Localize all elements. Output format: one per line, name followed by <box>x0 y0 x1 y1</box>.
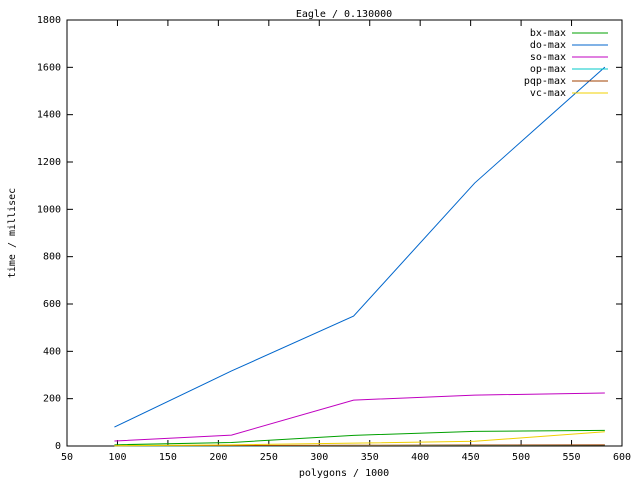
x-tick-label: 500 <box>512 452 530 463</box>
x-tick-label: 250 <box>260 452 278 463</box>
legend-label: so-max <box>530 52 566 63</box>
x-tick-label: 350 <box>361 452 379 463</box>
y-tick-label: 1200 <box>37 157 61 168</box>
y-tick-label: 1000 <box>37 204 61 215</box>
series-line <box>114 431 605 447</box>
legend-label: vc-max <box>530 88 566 99</box>
x-tick-label: 50 <box>61 452 73 463</box>
y-tick-label: 1600 <box>37 62 61 73</box>
series-line <box>114 392 605 442</box>
x-tick-label: 300 <box>310 452 328 463</box>
y-tick-label: 200 <box>43 394 61 405</box>
y-tick-label: 0 <box>55 441 61 452</box>
chart-title: Eagle / 0.130000 <box>296 9 392 20</box>
x-tick-label: 150 <box>159 452 177 463</box>
legend-label: op-max <box>530 64 566 75</box>
y-axis-label: time / millisec <box>7 188 18 278</box>
x-axis-label: polygons / 1000 <box>299 468 389 479</box>
legend-label: do-max <box>530 40 566 51</box>
x-tick-label: 550 <box>563 452 581 463</box>
x-tick-label: 400 <box>411 452 429 463</box>
x-tick-label: 200 <box>209 452 227 463</box>
legend-label: pqp-max <box>524 76 566 87</box>
legend-label: bx-max <box>530 28 566 39</box>
y-tick-label: 800 <box>43 252 61 263</box>
y-tick-label: 400 <box>43 346 61 357</box>
x-tick-label: 600 <box>613 452 631 463</box>
series-line <box>114 429 605 446</box>
y-tick-label: 1400 <box>37 110 61 121</box>
y-tick-label: 1800 <box>37 15 61 26</box>
x-tick-label: 100 <box>108 452 126 463</box>
series-line <box>114 66 606 428</box>
y-tick-label: 600 <box>43 299 61 310</box>
x-tick-label: 450 <box>462 452 480 463</box>
